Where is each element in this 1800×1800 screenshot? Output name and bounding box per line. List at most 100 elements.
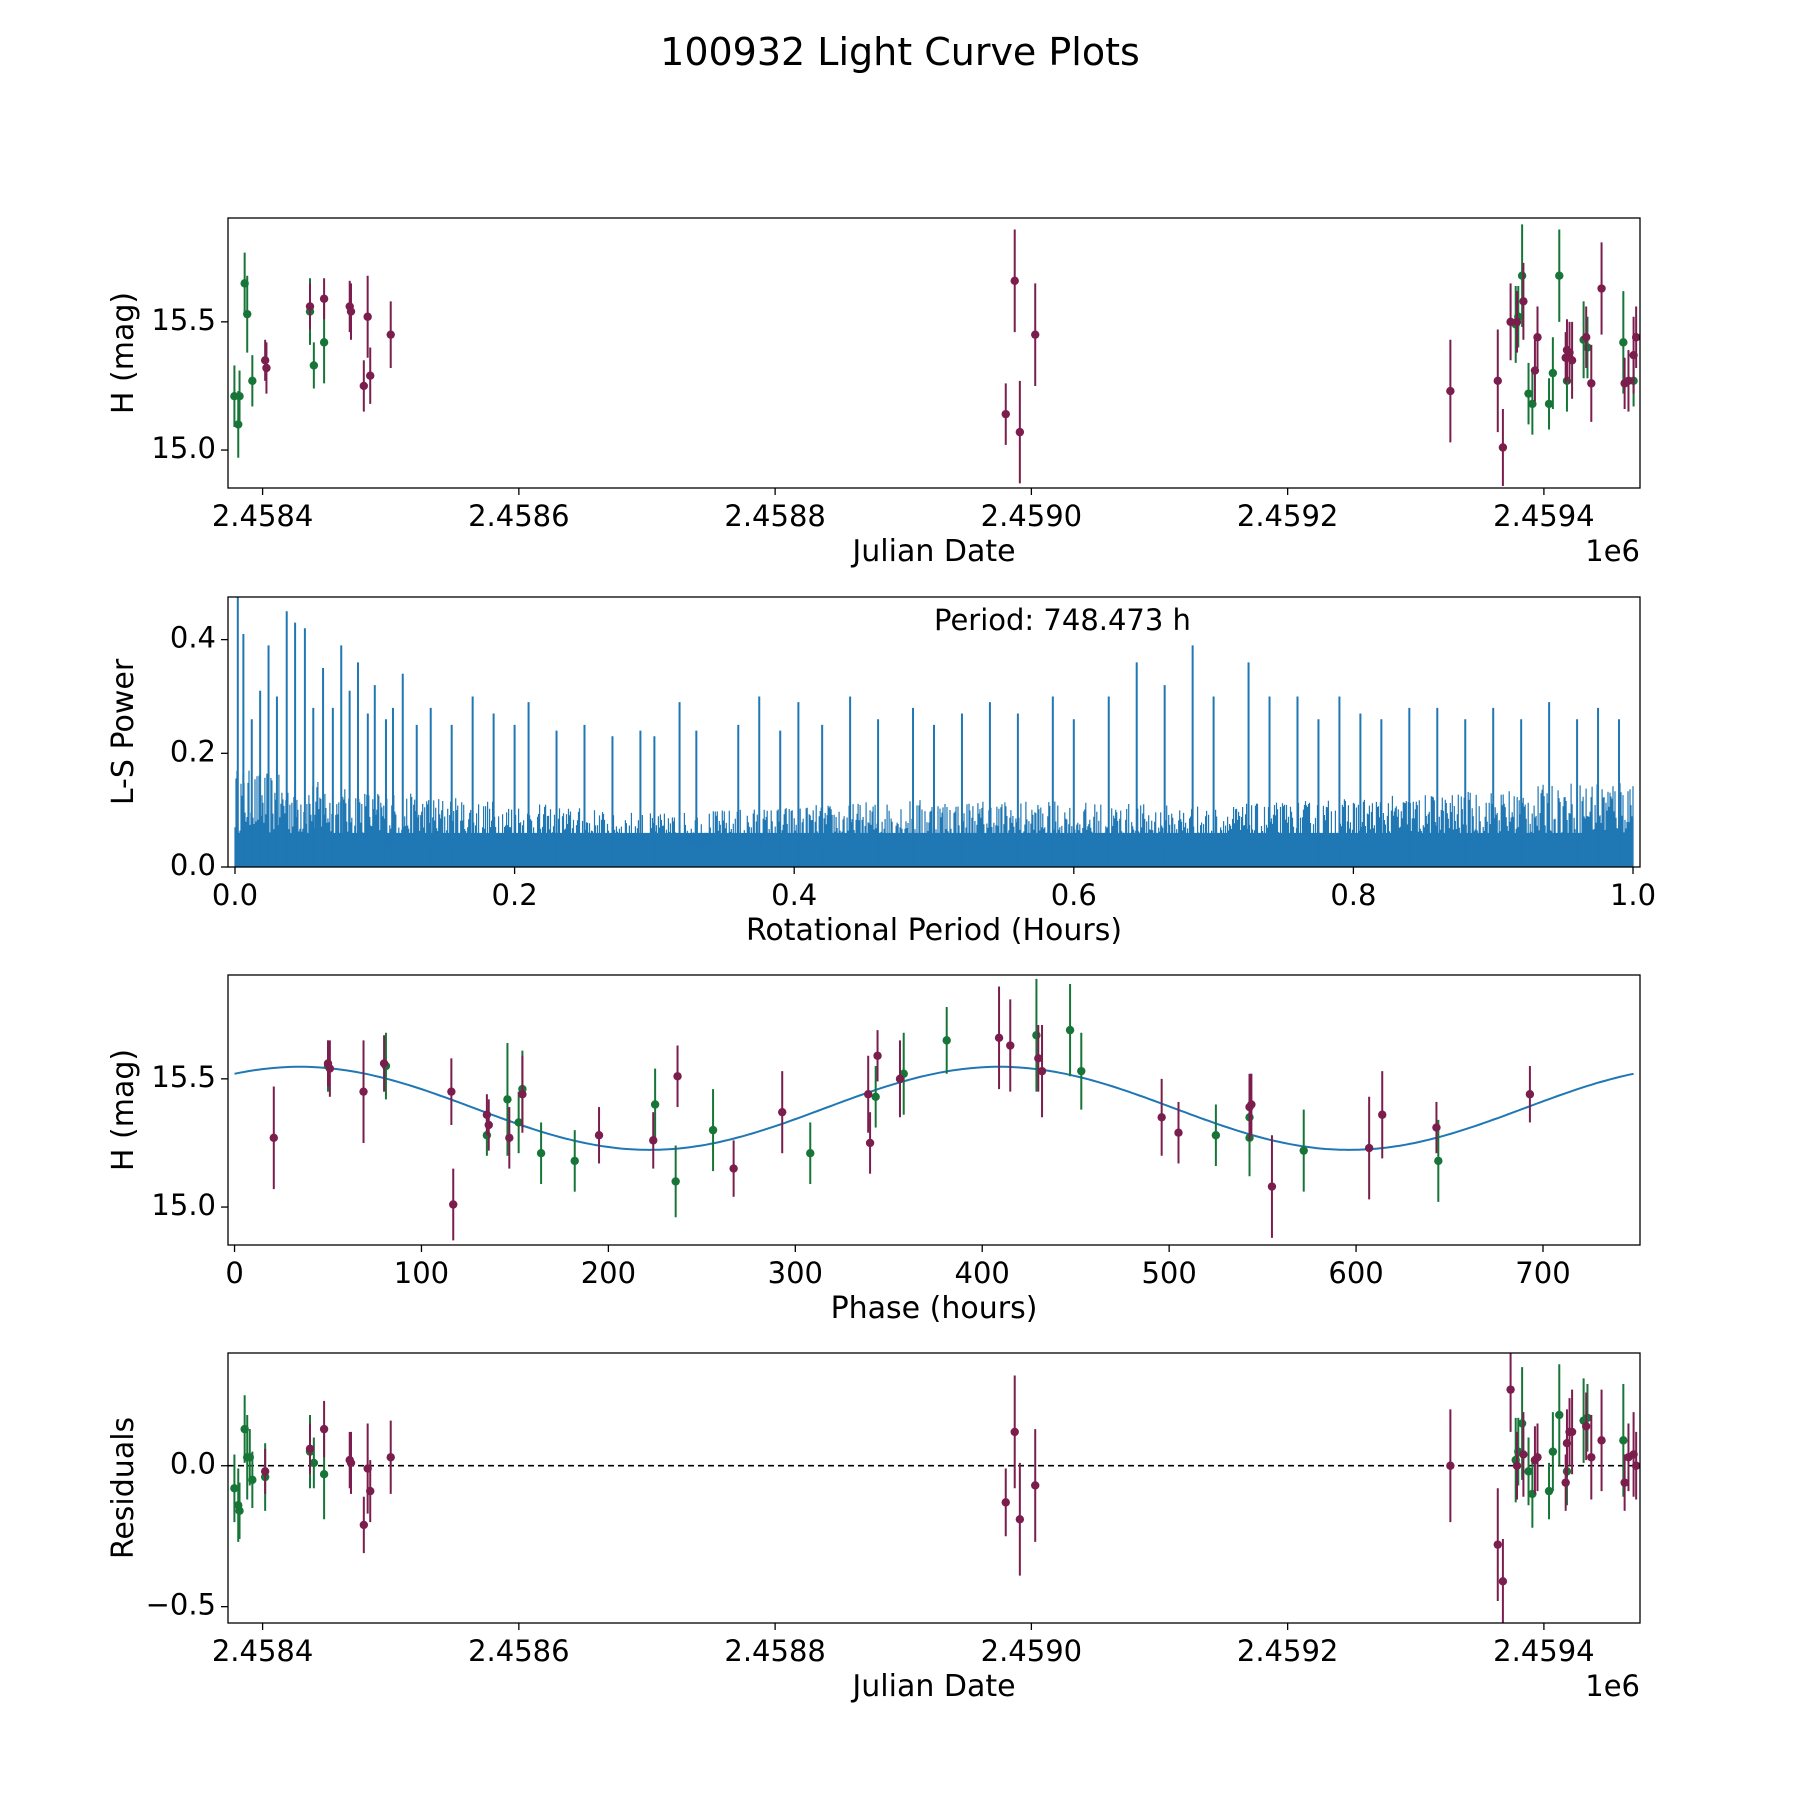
data-point — [1434, 1156, 1443, 1166]
data-point — [235, 1506, 244, 1516]
data-point — [1597, 1436, 1606, 1445]
data-point — [1037, 1066, 1047, 1076]
data-point — [359, 1087, 368, 1096]
data-point — [1001, 1498, 1010, 1507]
data-point — [1077, 1066, 1086, 1076]
y-tick-label: −0.5 — [146, 1588, 216, 1622]
data-point — [482, 1110, 492, 1119]
data-point — [1561, 1478, 1570, 1487]
y-axis-label: L-S Power — [106, 658, 141, 805]
y-tick-label: 15.0 — [151, 1188, 216, 1222]
data-point — [319, 338, 329, 347]
data-point — [873, 1051, 882, 1060]
data-point — [650, 1100, 660, 1109]
x-tick-label: 300 — [768, 1256, 823, 1290]
data-point — [1493, 376, 1502, 386]
data-point — [1548, 1447, 1558, 1456]
data-point — [319, 294, 329, 303]
data-point — [1211, 1131, 1221, 1140]
x-tick-label: 2.4586 — [468, 1634, 569, 1668]
data-point — [1157, 1113, 1166, 1122]
data-point — [505, 1133, 514, 1143]
data-point — [1174, 1128, 1183, 1137]
data-point — [1065, 1025, 1075, 1035]
data-point — [729, 1164, 738, 1173]
data-point — [386, 330, 395, 339]
data-point — [1010, 1427, 1019, 1437]
data-point — [1015, 1515, 1025, 1524]
x-tick-label: 2.4584 — [212, 499, 313, 533]
x-tick-label: 2.4590 — [981, 499, 1082, 533]
data-point — [536, 1149, 546, 1158]
data-point — [359, 1520, 369, 1530]
data-point — [1620, 1478, 1629, 1487]
data-point — [1498, 443, 1508, 452]
data-point — [1517, 1419, 1527, 1428]
plot-area-p2 — [234, 597, 1634, 867]
data-point — [366, 371, 375, 380]
data-point — [671, 1177, 680, 1186]
x-tick-label: 2.4584 — [212, 1634, 313, 1668]
data-point — [1010, 276, 1019, 286]
x-tick-label: 2.4594 — [1493, 1634, 1594, 1668]
fit-curve — [234, 1065, 1634, 1151]
x-tick-label: 600 — [1328, 1256, 1383, 1290]
x-tick-label: 0.8 — [1330, 878, 1376, 912]
data-point — [942, 1036, 951, 1045]
x-tick-label: 0.6 — [1051, 878, 1097, 912]
y-tick-label: 15.5 — [151, 303, 216, 337]
data-point — [1519, 1450, 1528, 1459]
plot-area-p3 — [234, 978, 1634, 1241]
data-point — [1567, 356, 1577, 365]
data-point — [1001, 409, 1010, 419]
axes-frame — [227, 596, 1641, 868]
data-point — [1631, 1461, 1640, 1470]
x-tick-label: 0.0 — [212, 878, 258, 912]
x-tick-label: 700 — [1515, 1256, 1570, 1290]
x-tick-label: 100 — [394, 1256, 449, 1290]
data-point — [1524, 1467, 1533, 1476]
data-point — [1512, 317, 1522, 327]
data-point — [708, 1125, 718, 1135]
data-point — [447, 1087, 456, 1096]
data-point — [325, 1064, 335, 1073]
series-r — [260, 1353, 1640, 1623]
x-offset-label: 1e6 — [1585, 1669, 1640, 1703]
data-point — [1432, 1123, 1441, 1132]
data-point — [594, 1131, 604, 1140]
data-point — [1619, 338, 1628, 347]
data-point — [319, 1424, 329, 1434]
data-point — [649, 1136, 658, 1145]
data-point — [1031, 330, 1040, 339]
data-point — [570, 1156, 579, 1166]
data-point — [865, 1138, 875, 1148]
data-point — [309, 361, 319, 370]
data-point — [230, 1484, 239, 1493]
data-point — [514, 1118, 523, 1127]
data-point — [1581, 1422, 1591, 1431]
y-tick-label: 0.4 — [170, 621, 216, 655]
data-point — [503, 1095, 512, 1104]
y-tick-label: 0.0 — [170, 1447, 216, 1481]
x-tick-label: 2.4588 — [724, 499, 825, 533]
data-point — [1533, 333, 1542, 342]
data-point — [1032, 1031, 1041, 1040]
data-point — [305, 302, 315, 311]
x-tick-label: 0 — [225, 1256, 243, 1290]
x-tick-label: 2.4594 — [1493, 499, 1594, 533]
data-point — [806, 1149, 815, 1158]
data-point — [871, 1092, 880, 1101]
data-point — [346, 1458, 356, 1468]
data-point — [1006, 1041, 1015, 1050]
y-tick-label: 0.0 — [170, 848, 216, 882]
data-point — [895, 1074, 905, 1084]
series-r — [260, 229, 1640, 486]
data-point — [1544, 1486, 1554, 1496]
data-point — [1581, 333, 1591, 342]
x-tick-label: 0.2 — [492, 878, 538, 912]
data-point — [1364, 1143, 1374, 1153]
data-point — [1624, 376, 1633, 386]
data-point — [260, 356, 270, 365]
y-tick-label: 15.5 — [151, 1060, 216, 1094]
data-point — [1587, 379, 1596, 388]
